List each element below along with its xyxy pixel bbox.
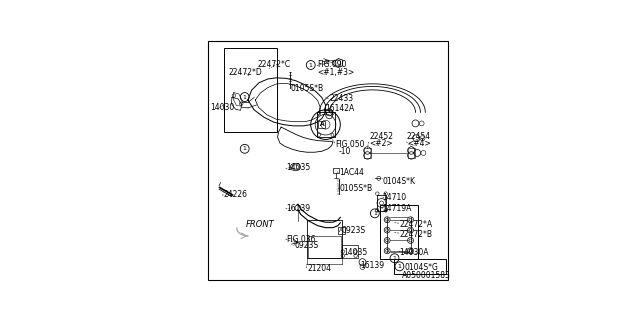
Text: 22454: 22454 — [407, 132, 431, 141]
Text: 22472*D: 22472*D — [228, 68, 262, 77]
Text: 0104S*K: 0104S*K — [382, 177, 415, 186]
Text: 21204: 21204 — [307, 264, 331, 273]
Text: 1: 1 — [397, 264, 401, 269]
Text: A: A — [320, 122, 324, 127]
Text: 22472*A: 22472*A — [399, 220, 433, 229]
Text: 1: 1 — [392, 256, 396, 261]
Text: FRONT: FRONT — [246, 220, 274, 229]
Bar — [224, 48, 277, 132]
Text: 0105S*B: 0105S*B — [291, 84, 324, 93]
Text: 1: 1 — [243, 94, 246, 100]
Text: 22472*C: 22472*C — [258, 60, 291, 69]
Bar — [333, 168, 339, 173]
Text: FIG.036: FIG.036 — [286, 235, 316, 244]
Text: 24226: 24226 — [223, 190, 247, 199]
Text: <#1,#3>: <#1,#3> — [317, 68, 355, 77]
Text: 0923S: 0923S — [341, 226, 365, 235]
Text: A: A — [339, 228, 343, 233]
Text: 14035: 14035 — [286, 163, 310, 172]
Text: A050001583: A050001583 — [402, 271, 451, 280]
Text: 1: 1 — [309, 62, 313, 68]
Text: 14035: 14035 — [343, 248, 367, 257]
Text: 0105S*B: 0105S*B — [339, 184, 372, 193]
Text: 0923S: 0923S — [294, 241, 318, 250]
Bar — [394, 259, 446, 274]
Text: 16139: 16139 — [360, 260, 384, 269]
Bar — [364, 148, 371, 158]
Text: A: A — [320, 121, 325, 127]
Text: 14030A: 14030A — [399, 248, 429, 257]
Text: <#2>: <#2> — [369, 139, 393, 148]
Bar — [308, 236, 341, 258]
Text: -10: -10 — [339, 147, 351, 156]
Bar — [338, 227, 344, 234]
Bar — [307, 220, 342, 258]
Text: 16139: 16139 — [286, 204, 310, 213]
Text: 14710: 14710 — [382, 193, 406, 202]
Text: 1: 1 — [243, 146, 246, 151]
Text: FIG.050: FIG.050 — [335, 140, 365, 149]
Text: 14719A: 14719A — [382, 204, 412, 213]
Bar — [342, 244, 358, 258]
Text: <#4>: <#4> — [407, 139, 431, 148]
Bar — [380, 205, 418, 259]
Text: 22472*B: 22472*B — [399, 230, 433, 239]
Text: FIG.090: FIG.090 — [317, 60, 347, 69]
Bar — [317, 112, 335, 138]
Bar — [408, 148, 415, 158]
Bar — [377, 195, 386, 211]
Text: 0104S*G: 0104S*G — [404, 262, 438, 272]
Bar — [318, 121, 325, 128]
Text: 22433: 22433 — [329, 94, 353, 103]
Text: 16142A: 16142A — [326, 104, 355, 113]
Text: 14030: 14030 — [210, 103, 234, 112]
Text: 1: 1 — [373, 211, 377, 216]
Text: 22452: 22452 — [369, 132, 394, 141]
Text: 1AC44: 1AC44 — [339, 168, 364, 177]
